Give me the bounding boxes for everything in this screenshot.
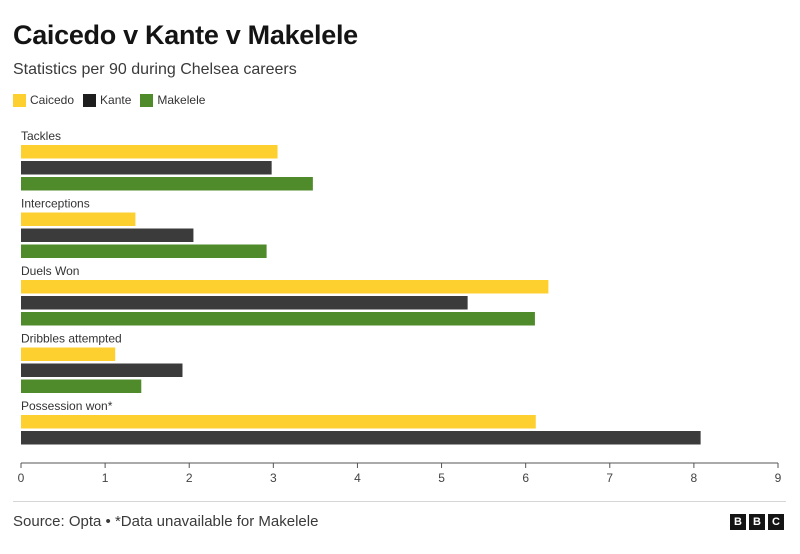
legend-item-caicedo: Caicedo [13, 93, 74, 107]
bbc-logo-letter-3: C [768, 514, 784, 530]
bar-dribbles-attempted-makelele [21, 379, 142, 393]
x-tick-label-8: 8 [691, 471, 698, 485]
bar-interceptions-caicedo [21, 212, 136, 226]
bar-duels-won-makelele [21, 312, 535, 326]
legend-swatch-caicedo [13, 93, 26, 107]
bar-duels-won-caicedo [21, 280, 549, 294]
bbc-logo: B B C [727, 514, 784, 530]
category-label-tackles: Tackles [21, 129, 61, 143]
category-label-dribbles-attempted: Dribbles attempted [21, 332, 122, 346]
x-tick-label-2: 2 [186, 471, 193, 485]
bar-chart: Tackles Interceptions Duels Won Dribbles at… [18, 129, 782, 485]
bar-tackles-makelele [21, 177, 313, 191]
bar-possession-won-kante [21, 431, 701, 445]
source-note: Source: Opta • *Data unavailable for Mak… [13, 513, 319, 530]
chart-title: Caicedo v Kante v Makelele [13, 20, 358, 50]
legend-label-kante: Kante [100, 93, 132, 107]
legend-item-makelele: Makelele [140, 93, 205, 107]
bar-dribbles-attempted-caicedo [21, 347, 116, 361]
x-tick-label-3: 3 [270, 471, 277, 485]
x-tick-label-0: 0 [18, 471, 25, 485]
bar-tackles-caicedo [21, 145, 278, 159]
x-tick-label-4: 4 [354, 471, 361, 485]
bbc-logo-letter-1: B [730, 514, 746, 530]
legend-item-kante: Kante [83, 93, 131, 107]
bbc-logo-letter-2: B [749, 514, 765, 530]
footer-divider [13, 501, 786, 502]
x-tick-label-5: 5 [438, 471, 445, 485]
bar-interceptions-kante [21, 228, 194, 242]
legend-label-caicedo: Caicedo [30, 93, 75, 107]
bar-dribbles-attempted-kante [21, 363, 183, 377]
category-label-interceptions: Interceptions [21, 197, 90, 211]
x-tick-label-7: 7 [606, 471, 613, 485]
x-tick-label-1: 1 [102, 471, 109, 485]
bar-interceptions-makelele [21, 244, 267, 258]
chart-subtitle: Statistics per 90 during Chelsea careers [13, 61, 297, 78]
bar-duels-won-kante [21, 296, 468, 310]
category-label-possession-won: Possession won* [21, 399, 113, 413]
x-tick-label-6: 6 [522, 471, 529, 485]
x-tick-label-9: 9 [775, 471, 782, 485]
legend-swatch-kante [83, 93, 97, 107]
bar-possession-won-caicedo [21, 415, 536, 429]
bar-tackles-kante [21, 161, 272, 175]
legend: Caicedo Kante Makelele [13, 93, 214, 107]
legend-swatch-makelele [140, 93, 154, 107]
legend-label-makelele: Makelele [157, 93, 206, 107]
category-label-duels-won: Duels Won [21, 264, 79, 278]
